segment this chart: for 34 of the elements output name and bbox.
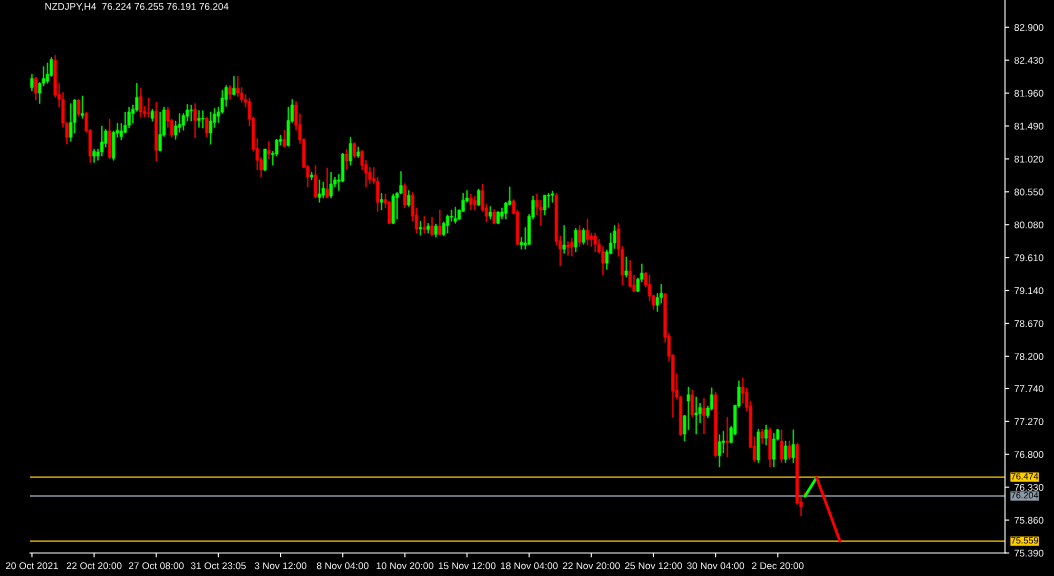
y-tick-label: 81.020 [1014, 155, 1044, 163]
y-tick-label: 79.610 [1014, 254, 1044, 262]
y-tick-label: 82.430 [1014, 56, 1044, 64]
y-tick-label: 77.270 [1014, 418, 1044, 426]
y-tick-label: 82.900 [1014, 24, 1044, 31]
y-tick-label: 78.670 [1014, 320, 1044, 328]
y-tick-label: 79.140 [1014, 287, 1044, 295]
ref-line-label: 75.559 [1011, 537, 1039, 544]
y-tick-label: 80.550 [1014, 188, 1044, 196]
y-tick-label: 75.860 [1014, 516, 1044, 524]
y-tick-label: 81.960 [1014, 89, 1044, 97]
x-tick-label: 8 Nov 04:00 [316, 562, 369, 570]
y-tick-label: 80.080 [1014, 221, 1044, 229]
y-tick-label: 76.800 [1014, 451, 1044, 458]
x-tick-label: 22 Oct 20:00 [66, 562, 122, 570]
x-tick-label: 10 Nov 20:00 [376, 562, 434, 570]
x-tick-label: 20 Oct 2021 [5, 562, 58, 570]
x-tick-label: 22 Nov 20:00 [562, 562, 620, 570]
x-tick-label: 2 Dec 20:00 [752, 562, 804, 570]
x-tick-label: 31 Oct 23:05 [190, 562, 246, 570]
ref-line-label: 76.474 [1011, 473, 1039, 480]
y-tick-label: 75.390 [1014, 549, 1044, 557]
x-tick-label: 30 Nov 04:00 [687, 562, 745, 570]
x-tick-label: 25 Nov 12:00 [625, 562, 682, 570]
chart-title: NZDJPY,H4 76.224 76.255 76.191 76.204 [45, 3, 229, 12]
x-tick-label: 3 Nov 12:00 [254, 562, 307, 570]
x-tick-label: 15 Nov 12:00 [438, 562, 496, 570]
y-tick-label: 76.330 [1014, 483, 1044, 491]
y-tick-label: 77.740 [1014, 385, 1044, 393]
x-tick-label: 27 Oct 08:00 [128, 562, 184, 570]
y-tick-label: 78.200 [1014, 353, 1044, 360]
y-tick-label: 81.490 [1014, 122, 1044, 130]
x-tick-label: 18 Nov 04:00 [500, 562, 558, 570]
ref-line-label: 76.204 [1011, 492, 1039, 499]
